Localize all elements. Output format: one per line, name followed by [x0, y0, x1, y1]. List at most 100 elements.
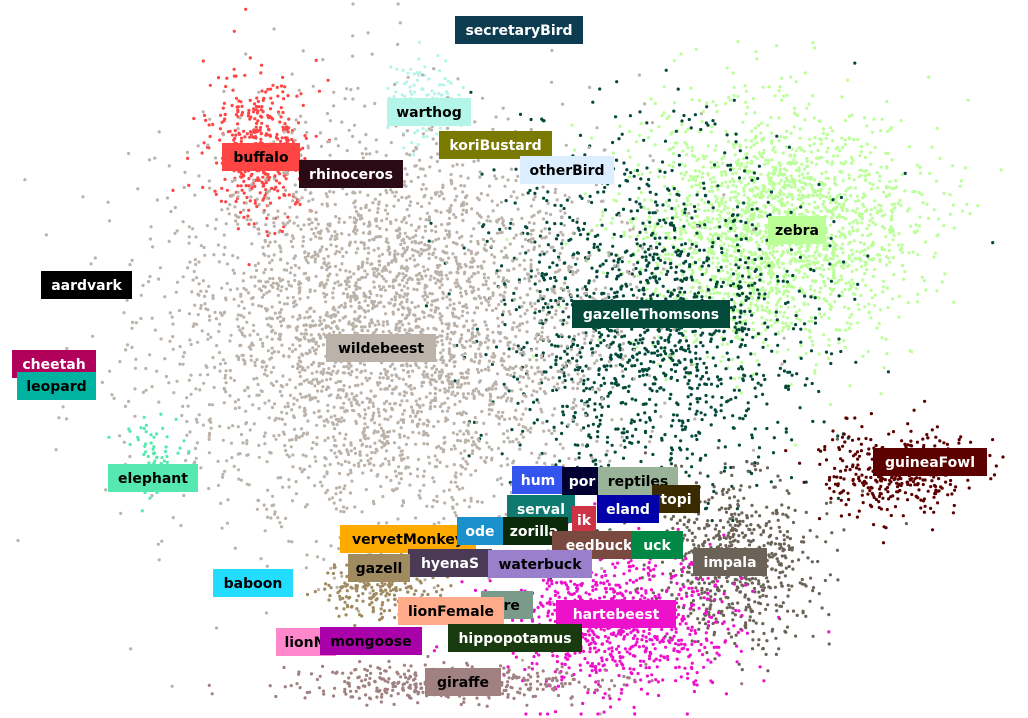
point-gazelleThomsons [623, 172, 627, 176]
point-gazelleThomsons [731, 414, 735, 418]
point-zebra [828, 403, 833, 407]
point-zebra [935, 126, 940, 130]
point-gazelleThomsons [586, 237, 590, 241]
point-gazelleThomsons [642, 292, 646, 296]
point-gazelleThomsons [853, 61, 857, 65]
point-gazelleThomsons [653, 409, 658, 413]
point-warthog [424, 129, 429, 133]
point-gazelleThomsons [533, 191, 537, 195]
point-zebra [837, 229, 841, 233]
point-gazelleThomsons [575, 220, 579, 224]
point-gazelleThomsons [690, 216, 694, 220]
point-gazelleThomsons [625, 168, 629, 172]
point-zebra [859, 168, 863, 172]
point-wildebeest [273, 311, 277, 315]
point-gazelleThomsons [703, 194, 708, 198]
point-zebra [626, 149, 631, 153]
point-zebra [765, 190, 769, 194]
point-wildebeest [524, 407, 528, 411]
point-gazelleThomsons [613, 335, 617, 339]
point-buffalo [279, 106, 283, 110]
point-zebra [703, 226, 707, 230]
point-gazelleThomsons [632, 174, 636, 178]
point-zebra [679, 231, 683, 235]
point-zebra [752, 155, 756, 159]
point-buffalo [281, 185, 286, 189]
point-gazelleThomsons [551, 261, 555, 265]
point-gazelleThomsons [610, 267, 615, 271]
point-gazelleThomsons [690, 434, 694, 438]
point-zebra [847, 280, 851, 284]
point-zebra [828, 208, 832, 213]
point-buffalo [242, 215, 246, 219]
point-wildebeest [351, 2, 355, 6]
point-gazelleThomsons [657, 329, 661, 333]
point-zebra [842, 162, 846, 166]
point-zebra [797, 193, 801, 197]
point-zebra [703, 201, 707, 205]
point-gazelleThomsons [731, 272, 736, 276]
point-zebra [697, 257, 701, 262]
point-zebra [817, 352, 821, 356]
point-gazelleThomsons [560, 421, 564, 425]
point-zebra [871, 274, 876, 279]
point-gazelleThomsons [772, 436, 776, 440]
point-zebra [634, 216, 638, 220]
point-zebra [505, 237, 509, 242]
point-zebra [715, 265, 719, 269]
point-zebra [776, 258, 781, 262]
point-zebra [715, 197, 719, 201]
point-wildebeest [529, 258, 533, 262]
point-gazelleThomsons [674, 270, 678, 274]
point-zebra [837, 341, 841, 345]
point-gazelleThomsons [755, 372, 759, 376]
point-wildebeest [374, 138, 378, 142]
point-zebra [802, 149, 806, 153]
point-zebra [785, 316, 790, 320]
point-gazelleThomsons [753, 386, 757, 390]
point-zebra [771, 250, 776, 254]
point-buffalo [248, 98, 252, 102]
point-zebra [850, 259, 854, 263]
point-zebra [914, 223, 918, 227]
point-zebra [775, 249, 779, 254]
point-zebra [787, 324, 791, 329]
point-gazelleThomsons [643, 227, 647, 231]
point-wildebeest [272, 216, 276, 220]
point-zebra [863, 155, 868, 159]
point-zebra [778, 85, 782, 89]
point-zebra [662, 111, 666, 115]
point-wildebeest [447, 256, 451, 260]
point-gazelleThomsons [674, 129, 678, 133]
point-buffalo [260, 121, 264, 125]
point-wildebeest [352, 463, 356, 467]
point-warthog [406, 71, 410, 75]
point-zebra [660, 114, 664, 118]
point-gazelleThomsons [709, 423, 713, 427]
point-gazelleThomsons [645, 279, 649, 283]
point-zebra [814, 363, 818, 367]
point-wildebeest [369, 468, 373, 472]
point-zebra [736, 192, 740, 196]
point-zebra [862, 253, 866, 257]
point-zebra [690, 185, 694, 189]
point-gazelleThomsons [699, 456, 703, 461]
point-zebra [719, 235, 723, 239]
point-gazelleThomsons [789, 210, 793, 214]
point-zebra [899, 203, 903, 208]
point-gazelleThomsons [654, 200, 658, 204]
point-buffalo [314, 58, 318, 63]
point-zebra [726, 271, 730, 275]
point-gazelleThomsons [703, 413, 707, 417]
point-wildebeest [108, 369, 112, 373]
point-zebra [818, 252, 822, 256]
point-gazelleThomsons [565, 352, 569, 356]
point-gazelleThomsons [642, 288, 646, 292]
point-gazelleThomsons [565, 285, 570, 290]
point-buffalo [281, 90, 285, 94]
point-gazelleThomsons [554, 362, 558, 366]
point-gazelleThomsons [744, 221, 748, 225]
point-gazelleThomsons [541, 119, 545, 123]
point-gazelleThomsons [696, 291, 701, 295]
point-wildebeest [483, 243, 487, 247]
